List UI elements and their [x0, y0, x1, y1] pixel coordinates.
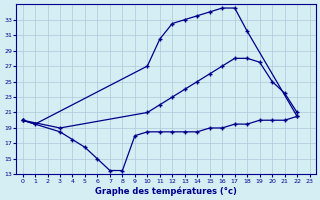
X-axis label: Graphe des températures (°c): Graphe des températures (°c)	[95, 186, 237, 196]
